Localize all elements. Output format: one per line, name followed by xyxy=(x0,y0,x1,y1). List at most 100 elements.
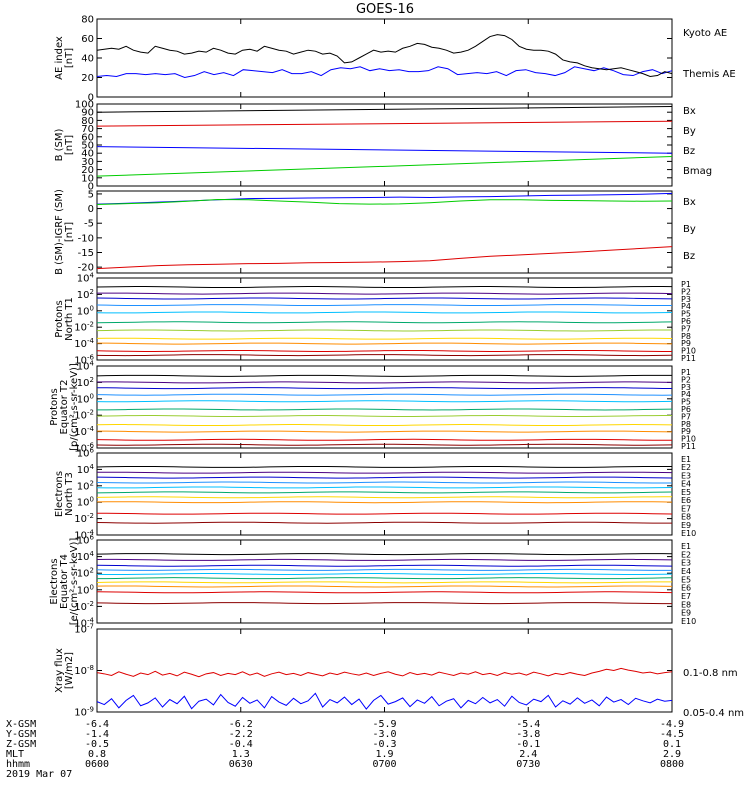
legend-label: Themis AE xyxy=(682,69,736,80)
y-tick-label: 0 xyxy=(88,93,94,104)
channel-e3 xyxy=(96,476,673,479)
y-tick-label: -10 xyxy=(78,233,94,244)
panel-bigrf: -20 -15 -10 -5 0 5 B (SM)-IGRF (SM) [nT] Bx By Bz xyxy=(54,189,696,275)
y-tick-label: 40 xyxy=(81,54,94,65)
series-by xyxy=(96,155,673,177)
ephemeris-row-label: hhmm xyxy=(6,759,30,770)
y-tick-label: 102 xyxy=(77,376,94,389)
y-axis-label: [nT] xyxy=(64,222,75,242)
y-tick-label: 10-2 xyxy=(74,409,94,422)
channel-label: P1 xyxy=(681,368,691,377)
y-axis-label: North T1 xyxy=(64,297,75,341)
y-tick-label: 40 xyxy=(81,149,94,160)
channel-e6 xyxy=(96,491,673,494)
channel-label: E6 xyxy=(681,584,691,593)
y-tick-label: 106 xyxy=(77,447,95,460)
panel-xray: 10-9 10-8 10-7 Xray flux [W/m2] 0.1-0.8 nm 0.0… xyxy=(54,623,744,720)
channel-p5 xyxy=(96,400,673,403)
y-tick-label: 10-7 xyxy=(74,623,94,636)
channel-e10 xyxy=(96,602,673,605)
y-axis-label: AE index xyxy=(54,36,65,80)
channel-p1 xyxy=(96,286,673,289)
channel-e4 xyxy=(96,568,673,571)
y-tick-label: 60 xyxy=(81,132,94,143)
ephemeris-value: 1.3 xyxy=(232,749,250,760)
y-axis-label: B (SM)-IGRF (SM) xyxy=(54,189,65,275)
channel-label: P5 xyxy=(681,310,691,319)
channel-label: E1 xyxy=(681,542,691,551)
channel-label: E3 xyxy=(681,471,691,480)
channel-e5 xyxy=(96,486,673,489)
y-tick-label: 90 xyxy=(81,108,94,119)
y-tick-label: 60 xyxy=(81,34,94,45)
legend-label: Kyoto AE xyxy=(683,28,727,39)
panel-frame xyxy=(96,18,673,98)
ephemeris-value: -5.9 xyxy=(372,719,396,730)
channel-p6 xyxy=(96,321,673,324)
channel-label: E8 xyxy=(681,513,691,522)
ephemeris-value: -0.5 xyxy=(85,739,109,750)
ephemeris-value: -5.4 xyxy=(516,719,540,730)
y-axis-label: Electrons xyxy=(49,558,60,604)
y-tick-label: 5 xyxy=(88,189,94,200)
y-tick-label: 20 xyxy=(81,73,94,84)
channel-label: E7 xyxy=(681,504,691,513)
ephemeris-value: -0.1 xyxy=(516,739,540,750)
channel-p9 xyxy=(96,342,673,345)
y-tick-label: 10-2 xyxy=(74,600,94,613)
channel-p2 xyxy=(96,381,673,384)
y-tick-label: 100 xyxy=(77,496,94,509)
ephemeris-value: -6.2 xyxy=(229,719,253,730)
series-0-1-0-8-nm xyxy=(96,667,673,678)
channel-label: E9 xyxy=(681,521,691,530)
y-tick-label: 10-4 xyxy=(74,617,94,630)
ephemeris-value: -4.5 xyxy=(660,729,684,740)
channel-label: E4 xyxy=(681,567,691,576)
y-axis-label: B (SM) xyxy=(54,128,65,161)
channel-e7 xyxy=(96,581,673,584)
channel-p7 xyxy=(96,329,673,332)
channel-label: P2 xyxy=(681,375,691,384)
channel-p11 xyxy=(96,443,673,446)
legend-label: By xyxy=(683,126,696,137)
channel-label: E2 xyxy=(681,550,691,559)
ephemeris-value: -4.9 xyxy=(660,719,684,730)
legend-label: 0.1-0.8 nm xyxy=(683,668,738,679)
y-tick-label: 100 xyxy=(77,304,94,317)
y-tick-label: 50 xyxy=(81,141,94,152)
y-tick-label: 106 xyxy=(77,534,95,547)
y-tick-label: -15 xyxy=(78,248,94,259)
y-tick-label: 0 xyxy=(88,182,94,193)
channel-label: E8 xyxy=(681,600,691,609)
ephemeris-row-label: MLT xyxy=(6,749,24,760)
y-axis-label: [nT] xyxy=(64,48,75,68)
ephemeris-value: -0.4 xyxy=(229,739,253,750)
ephemeris-value: 0730 xyxy=(516,759,540,770)
channel-label: P7 xyxy=(681,412,691,421)
channel-p10 xyxy=(96,438,673,441)
channel-p4 xyxy=(96,304,673,307)
channel-p2 xyxy=(96,292,673,295)
channel-p8 xyxy=(96,337,673,340)
channel-label: P2 xyxy=(681,287,691,296)
y-tick-label: -5 xyxy=(84,219,94,230)
figure-title: GOES-16 xyxy=(356,2,414,17)
ephemeris-value: -1.4 xyxy=(85,729,109,740)
channel-e5 xyxy=(96,573,673,576)
channel-label: E7 xyxy=(681,592,691,601)
ephemeris-row-label: Y-GSM xyxy=(6,729,36,740)
channel-label: E10 xyxy=(681,529,696,538)
channel-p5 xyxy=(96,311,673,314)
ephemeris-value: 0.8 xyxy=(88,749,106,760)
channel-e3 xyxy=(96,564,673,567)
y-tick-label: 104 xyxy=(77,463,95,476)
ephemeris-value: 0630 xyxy=(229,759,253,770)
channel-e2 xyxy=(96,471,673,474)
series-kyoto-ae xyxy=(96,66,673,79)
y-axis-label: Protons xyxy=(49,388,60,425)
legend-label: By xyxy=(683,224,696,235)
channel-label: P5 xyxy=(681,398,691,407)
channel-label: E2 xyxy=(681,463,691,472)
channel-label: P6 xyxy=(681,405,691,414)
